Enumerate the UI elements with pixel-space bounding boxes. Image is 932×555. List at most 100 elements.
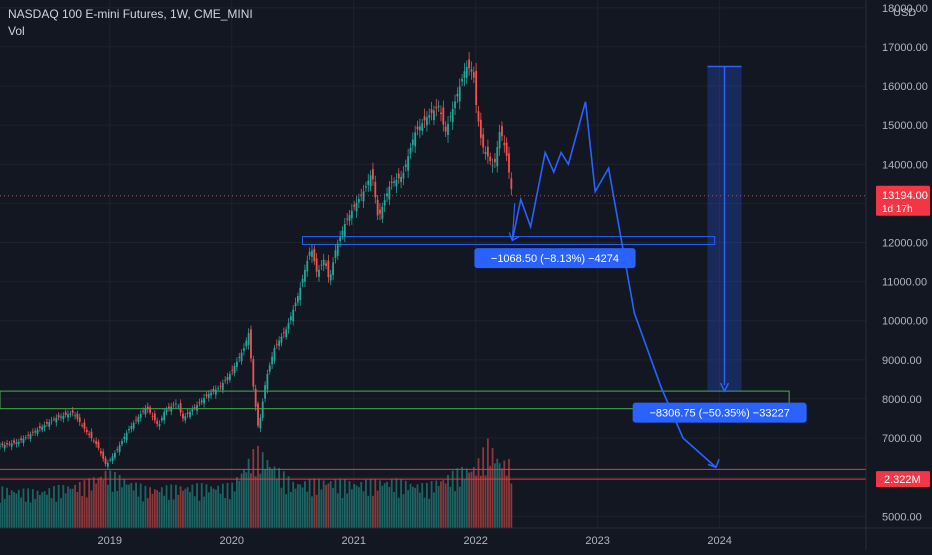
candle-body bbox=[224, 379, 227, 381]
volume-bar bbox=[128, 484, 130, 528]
volume-bar bbox=[29, 502, 32, 528]
volume-bar bbox=[156, 490, 159, 528]
drawing-zones[interactable] bbox=[0, 65, 790, 410]
candle-body bbox=[0, 445, 1, 447]
candle-body bbox=[57, 415, 60, 418]
volume-bar bbox=[275, 478, 278, 528]
candle-body bbox=[418, 126, 421, 131]
volume-bar bbox=[142, 501, 144, 528]
candle-body bbox=[341, 230, 344, 236]
volume-bar bbox=[282, 471, 285, 528]
volume-bar bbox=[20, 497, 23, 528]
x-tick-label: 2024 bbox=[707, 535, 731, 547]
candle-body bbox=[177, 406, 180, 408]
volume-bar bbox=[341, 498, 344, 528]
volume-bar bbox=[395, 478, 398, 528]
candle-body bbox=[200, 400, 203, 403]
volume-bar bbox=[268, 466, 271, 528]
candle-body bbox=[90, 431, 93, 439]
target-zone[interactable] bbox=[301, 236, 716, 245]
projection-arrowhead bbox=[707, 459, 720, 469]
volume-bar bbox=[447, 474, 449, 528]
volume-bar bbox=[118, 475, 121, 528]
volume-bar bbox=[116, 491, 119, 528]
volume-bar bbox=[137, 496, 140, 528]
volume-bar bbox=[292, 481, 295, 528]
volume-bar bbox=[165, 485, 168, 528]
volume-indicator-label: Vol bbox=[8, 24, 25, 38]
volume-bar bbox=[494, 463, 496, 528]
volume-bar bbox=[172, 499, 175, 528]
projection-lead-line bbox=[511, 203, 516, 241]
volume-bar bbox=[426, 483, 428, 528]
volume-bar bbox=[151, 493, 154, 528]
volume-bar bbox=[367, 495, 370, 528]
y-tick-label: 14000.00 bbox=[882, 159, 928, 171]
candle-body bbox=[266, 373, 269, 390]
volume-bar bbox=[240, 473, 243, 528]
support-zone[interactable] bbox=[0, 390, 790, 410]
candle-body bbox=[167, 406, 170, 408]
candle-body bbox=[228, 373, 231, 380]
volume-bar bbox=[36, 490, 39, 528]
candle-body bbox=[383, 200, 386, 206]
y-tick-label: 16000.00 bbox=[882, 81, 928, 93]
volume-bar bbox=[294, 488, 297, 528]
volume-bar bbox=[306, 491, 309, 528]
volume-bar bbox=[437, 486, 440, 528]
volume-bar bbox=[205, 484, 208, 528]
candle-body bbox=[114, 453, 116, 458]
time-axis[interactable] bbox=[0, 528, 932, 550]
volume-bar bbox=[501, 468, 503, 528]
volume-bar bbox=[320, 489, 323, 528]
volume-bar bbox=[224, 498, 227, 528]
candle-body bbox=[203, 398, 205, 404]
y-tick-label: 9000.00 bbox=[882, 355, 922, 367]
volume-bar bbox=[207, 492, 210, 528]
horizontal-lines[interactable] bbox=[0, 195, 866, 480]
volume-bar bbox=[67, 486, 69, 528]
volume-bar bbox=[463, 479, 466, 528]
volume-bar bbox=[479, 475, 482, 528]
candle-body bbox=[29, 434, 32, 439]
volume-bar bbox=[81, 495, 83, 528]
volume-bar bbox=[259, 473, 262, 528]
volume-bar bbox=[17, 489, 20, 528]
candle-body bbox=[402, 172, 405, 179]
candle-body bbox=[407, 156, 410, 171]
price-axis[interactable] bbox=[866, 0, 932, 550]
volume-bar bbox=[90, 490, 93, 528]
volume-bar bbox=[418, 492, 421, 528]
candle-body bbox=[67, 414, 69, 418]
x-tick-label: 2020 bbox=[220, 535, 244, 547]
volume-bar bbox=[186, 487, 189, 528]
candle-body bbox=[376, 199, 379, 216]
candle-body bbox=[339, 237, 342, 242]
candle-body bbox=[461, 78, 463, 82]
volume-bar bbox=[153, 489, 156, 528]
last-price-badge bbox=[876, 185, 930, 216]
x-tick-label: 2019 bbox=[98, 535, 122, 547]
candle-body bbox=[411, 139, 414, 145]
candle-body bbox=[505, 142, 508, 156]
volume-bar bbox=[31, 489, 34, 528]
volume-bar bbox=[132, 490, 135, 528]
candle-body bbox=[299, 287, 302, 301]
volume-bar bbox=[245, 472, 248, 528]
volume-bar bbox=[332, 487, 334, 528]
volume-bar bbox=[106, 484, 109, 528]
candle-body bbox=[343, 223, 346, 237]
projection-drawing[interactable] bbox=[508, 101, 720, 469]
volume-bar bbox=[10, 490, 13, 528]
candle-body bbox=[395, 179, 398, 187]
volume-bar bbox=[214, 489, 217, 528]
candle-body bbox=[76, 413, 79, 419]
projection-path[interactable] bbox=[511, 101, 717, 468]
measure-label: −8306.75 (−50.35%) −33227 bbox=[649, 408, 789, 420]
candle-body bbox=[280, 336, 283, 343]
volume-bar bbox=[92, 477, 95, 528]
candle-body bbox=[36, 429, 39, 434]
